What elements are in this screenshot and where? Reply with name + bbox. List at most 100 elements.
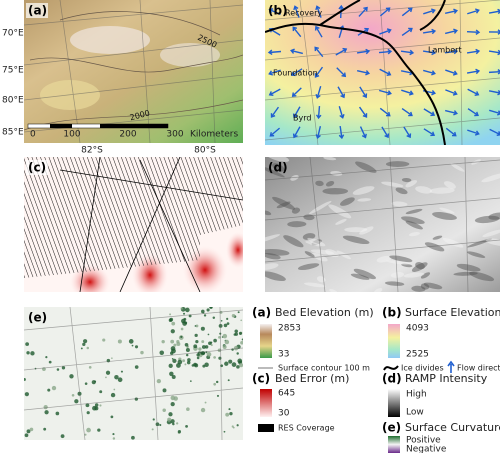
curvature-spot bbox=[201, 340, 205, 343]
colorbar-low: Low bbox=[406, 408, 424, 418]
curvature-spot bbox=[185, 307, 190, 313]
colorbar-high: Positive bbox=[406, 436, 441, 446]
curvature-spot bbox=[218, 336, 221, 339]
flow-arrow bbox=[358, 6, 368, 17]
ridge bbox=[326, 181, 335, 187]
curvature-spot bbox=[204, 362, 209, 367]
curvature-spot bbox=[216, 394, 220, 397]
curvature-spot bbox=[223, 430, 226, 433]
curvature-spot bbox=[236, 365, 240, 369]
flow-arrow bbox=[466, 48, 481, 55]
curvature-spot bbox=[201, 309, 205, 314]
curvature-spot bbox=[182, 312, 186, 315]
colorbar bbox=[388, 324, 400, 358]
ridge bbox=[276, 201, 291, 209]
ridge bbox=[307, 237, 326, 247]
ridge bbox=[405, 220, 423, 230]
curvature-spot bbox=[209, 307, 213, 309]
curvature-spot bbox=[48, 360, 52, 364]
ridge bbox=[265, 210, 272, 216]
curvature-spot bbox=[74, 399, 79, 404]
flow-arrow bbox=[467, 8, 480, 15]
curvature-spot bbox=[169, 313, 172, 316]
curvature-spot bbox=[169, 317, 174, 322]
flow-arrow bbox=[488, 89, 500, 96]
flow-arrow bbox=[444, 48, 459, 55]
ridge bbox=[386, 260, 411, 265]
curvature-spot bbox=[182, 359, 186, 363]
flow-arrow bbox=[359, 86, 368, 99]
ridge bbox=[322, 187, 349, 195]
ridge bbox=[381, 181, 404, 188]
flow-arrow bbox=[379, 107, 391, 117]
flow-arrow bbox=[379, 28, 392, 35]
arrow-swatch bbox=[447, 360, 455, 373]
flow-arrow bbox=[445, 69, 458, 76]
label-bg bbox=[26, 160, 48, 175]
curvature-spot bbox=[167, 417, 172, 422]
ridge bbox=[302, 233, 316, 240]
curvature-spot bbox=[117, 339, 122, 344]
curvature-spot bbox=[180, 307, 183, 310]
curvature-spot bbox=[105, 376, 107, 379]
curvature-spot bbox=[152, 418, 155, 421]
curvature-spot bbox=[226, 322, 230, 326]
curvature-spot bbox=[231, 425, 234, 428]
flow-arrow bbox=[268, 8, 281, 16]
colorbar-low: Negative bbox=[406, 445, 447, 454]
legend-extra: Flow direction bbox=[457, 364, 500, 373]
flow-arrow bbox=[489, 109, 500, 116]
ridge bbox=[340, 197, 355, 206]
legend-title: Surface Curvature bbox=[405, 421, 500, 434]
curvature-spot bbox=[44, 410, 49, 415]
colorbar-low: 30 bbox=[278, 409, 290, 419]
curvature-spot bbox=[60, 434, 65, 439]
ridge bbox=[304, 251, 315, 258]
legend-title: Bed Error (m) bbox=[275, 372, 349, 385]
flow-arrow bbox=[292, 126, 301, 139]
highland bbox=[70, 26, 150, 54]
colorbar bbox=[260, 324, 272, 358]
curvature-spot bbox=[94, 403, 99, 407]
flow-arrow bbox=[488, 29, 500, 35]
curvature-spot bbox=[215, 380, 219, 384]
ridge bbox=[355, 161, 377, 173]
curvature-spot bbox=[170, 419, 175, 424]
curvature-spot bbox=[240, 340, 243, 345]
curvature-spot bbox=[224, 361, 229, 366]
legend-key: (e) bbox=[382, 421, 401, 435]
flow-arrow bbox=[488, 69, 500, 75]
flow-arrow bbox=[268, 69, 281, 76]
curvature-spot bbox=[213, 338, 217, 343]
curvature-spot bbox=[206, 308, 210, 312]
flow-arrow bbox=[488, 8, 500, 15]
ice-divide bbox=[265, 0, 446, 145]
curvature-spot bbox=[204, 401, 207, 404]
curvature-spot bbox=[86, 411, 90, 415]
flow-arrow bbox=[315, 86, 322, 99]
ridge bbox=[481, 172, 500, 183]
curvature-spot bbox=[184, 342, 189, 347]
flow-arrow bbox=[489, 128, 500, 136]
curvature-spot bbox=[185, 425, 188, 428]
colorbar-low: 33 bbox=[278, 350, 289, 360]
ridges bbox=[265, 157, 500, 292]
curvature-spot bbox=[185, 353, 189, 357]
curvature-spot bbox=[172, 422, 175, 426]
curvature-spot bbox=[236, 424, 239, 427]
curvature-spot bbox=[114, 374, 119, 380]
curvature-spot bbox=[222, 345, 227, 349]
flow-arrow bbox=[466, 68, 481, 75]
curvature-spot bbox=[201, 345, 206, 349]
curvature-spot bbox=[170, 329, 175, 334]
curvature-spot bbox=[241, 338, 243, 341]
curvature-spot bbox=[168, 363, 173, 368]
flow-arrows bbox=[267, 4, 500, 140]
curvature-spot bbox=[176, 422, 179, 425]
colorbar bbox=[260, 389, 272, 417]
curvature-spot bbox=[184, 363, 187, 366]
curvature-spot bbox=[213, 356, 216, 359]
flow-arrow bbox=[379, 7, 391, 17]
curvature-spot bbox=[85, 403, 90, 408]
